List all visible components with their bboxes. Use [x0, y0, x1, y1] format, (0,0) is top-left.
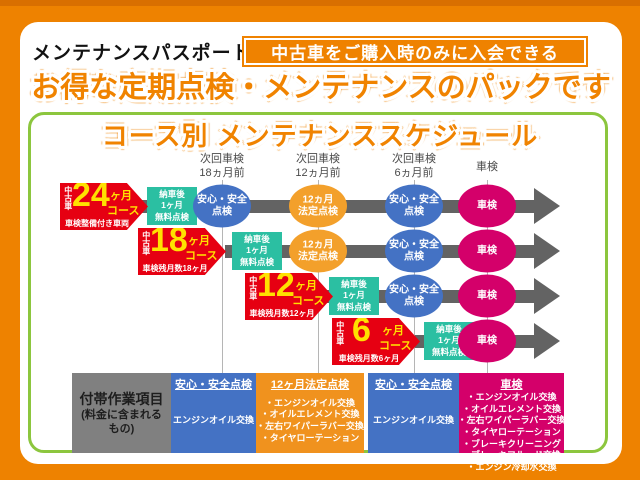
table-cell-legal: 12ヶ月法定点検 ・エンジンオイル交換 ・オイルエレメント交換 ・左右ワイパーラバー…	[256, 373, 364, 453]
column-line-18months	[222, 180, 223, 373]
course-18-unit: ヶ月	[188, 235, 210, 247]
table-cell-safety-1-header: 安心・安全点検	[175, 379, 252, 391]
table-cell-shaken-items: ・エンジンオイル交換 ・オイルエレメント交換 ・左右ワイパーラバー交換 ・タイヤローテ…	[457, 392, 566, 473]
column-header-6months: 次回車検 6ヵ月前	[392, 153, 436, 180]
pack-title: お得な定期点検・メンテナンスのパックです	[31, 72, 611, 104]
timeline-arrow-24-icon	[534, 188, 560, 224]
timeline-arrow-18-icon	[534, 233, 560, 269]
course-label-12months: 中古車 12 ヶ月 コース 車検残月数12ヶ月	[245, 273, 333, 320]
course-6-side-text: 中古車	[335, 321, 345, 345]
course-12-number: 12	[257, 266, 295, 304]
shaken-node-18-c4: 車検	[458, 229, 516, 273]
timeline-arrow-12-icon	[534, 278, 560, 314]
safety-check-node-12-c3: 安心・安全 点検	[385, 274, 443, 318]
course-label-18months: 中古車 18 ヶ月 コース 車検残月数18ヶ月	[138, 228, 226, 275]
column-header-12months: 次回車検 12ヵ月前	[295, 153, 341, 180]
table-cell-legal-header: 12ヶ月法定点検	[270, 379, 350, 391]
shaken-node-6-c4: 車検	[458, 319, 516, 363]
table-row-header-title: 付帯作業項目	[79, 391, 164, 408]
course-12-note: 車検残月数12ヶ月	[249, 309, 315, 318]
column-line-12months	[318, 180, 319, 373]
course-label-6months: 中古車 6 ヶ月 コース 車検残月数6ヶ月	[332, 318, 420, 365]
course-24-side-text: 中古車	[63, 186, 73, 210]
table-cell-legal-items: ・エンジンオイル交換 ・オイルエレメント交換 ・左右ワイパーラバー交換 ・タイヤローテ…	[256, 397, 364, 443]
course-12-unit: ヶ月	[295, 280, 317, 292]
legal-check-node-18-c2: 12ヵ月 法定点検	[289, 229, 347, 273]
course-6-number: 6	[352, 311, 371, 349]
table-cell-shaken-header: 車検	[500, 379, 523, 391]
delivery-check-box-12: 納車後 1ヶ月 無料点検	[329, 277, 379, 315]
course-12-side-text: 中古車	[248, 276, 258, 300]
safety-check-node-24-c1: 安心・安全 点検	[193, 184, 251, 228]
table-cell-safety-2-header: 安心・安全点検	[375, 379, 452, 391]
table-cell-safety-1-items: エンジンオイル交換	[173, 415, 255, 426]
safety-check-node-24-c3: 安心・安全 点検	[385, 184, 443, 228]
course-24-number: 24	[72, 176, 110, 214]
course-18-number: 18	[150, 221, 188, 259]
safety-check-node-18-c3: 安心・安全 点検	[385, 229, 443, 273]
course-24-unit: ヶ月	[110, 190, 132, 202]
shaken-node-12-c4: 車検	[458, 274, 516, 318]
course-24-note: 車検整備付き車両	[65, 219, 129, 228]
timeline-arrow-6-icon	[534, 323, 560, 359]
course-18-suffix: コース	[185, 250, 218, 262]
table-row-header-sub: (料金に含まれる もの)	[81, 409, 162, 435]
schedule-title: コース別 メンテナンススケジュール	[101, 121, 539, 151]
table-row-header: 付帯作業項目 (料金に含まれる もの)	[72, 373, 171, 453]
course-6-unit: ヶ月	[382, 325, 404, 337]
legal-check-node-24-c2: 12ヵ月 法定点検	[289, 184, 347, 228]
delivery-check-box-18: 納車後 1ヶ月 無料点検	[232, 232, 282, 270]
passport-heading: メンテナンスパスポートとは	[32, 43, 292, 64]
course-6-note: 車検残月数6ヶ月	[338, 354, 400, 363]
column-header-shaken: 車検	[476, 161, 498, 173]
course-18-note: 車検残月数18ヶ月	[142, 264, 208, 273]
course-label-24months: 中古車 24 ヶ月 コース 車検整備付き車両	[60, 183, 148, 230]
course-12-suffix: コース	[292, 295, 325, 307]
table-cell-safety-2: 安心・安全点検 エンジンオイル交換	[368, 373, 459, 453]
table-cell-shaken: 車検 ・エンジンオイル交換 ・オイルエレメント交換 ・左右ワイパーラバー交換 ・タイヤ…	[458, 373, 565, 472]
column-header-18months: 次回車検 18ヵ月前	[199, 153, 245, 180]
course-6-suffix: コース	[379, 340, 412, 352]
course-24-suffix: コース	[107, 205, 140, 217]
course-18-side-text: 中古車	[141, 231, 151, 255]
delivery-check-box-24: 納車後 1ヶ月 無料点検	[147, 187, 197, 225]
shaken-node-24-c4: 車検	[458, 184, 516, 228]
top-edge-strip	[0, 0, 640, 6]
table-cell-safety-1: 安心・安全点検 エンジンオイル交換	[171, 373, 256, 453]
table-cell-safety-2-items: エンジンオイル交換	[372, 415, 454, 426]
membership-condition-badge: 中古車をご購入時のみに入会できる	[242, 36, 588, 67]
